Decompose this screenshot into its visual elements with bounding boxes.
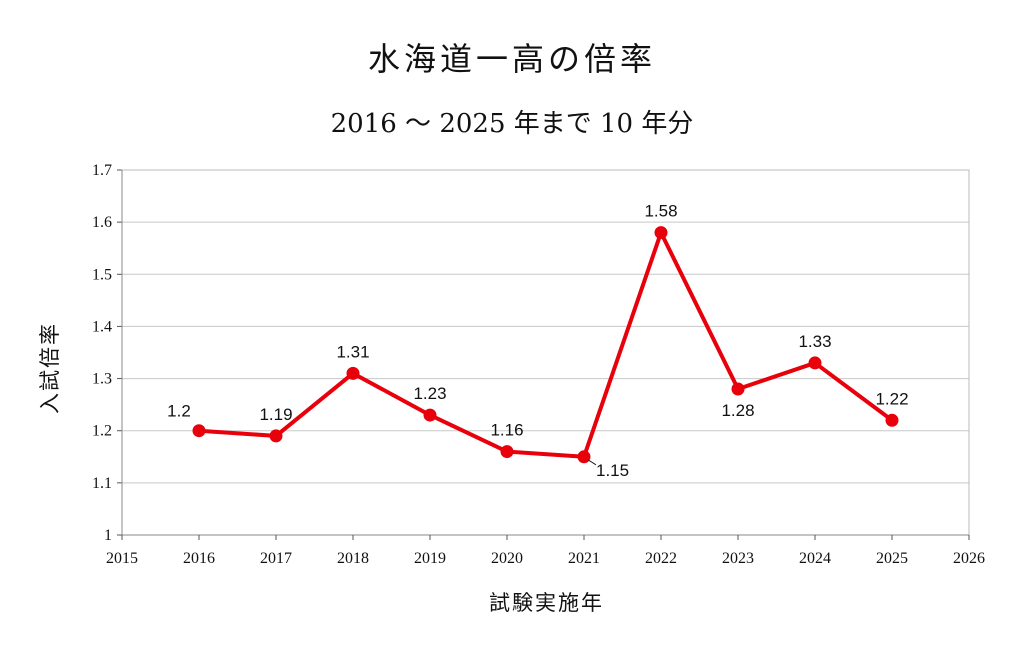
data-label: 1.23 — [413, 384, 446, 403]
data-point — [346, 366, 360, 380]
y-axis-title: 入試倍率 — [38, 322, 62, 414]
x-tick-label: 2018 — [337, 550, 369, 567]
plot-frame — [121, 169, 970, 536]
y-tick-label: 1.3 — [92, 371, 112, 388]
gridlines — [122, 169, 969, 536]
data-labels: 1.2 1.19 1.31 1.23 1.16 1.15 1.58 1.28 1.33 1.22 — [167, 202, 908, 480]
data-point — [808, 356, 822, 370]
x-tick-label: 2019 — [414, 550, 446, 567]
data-label: 1.22 — [875, 389, 908, 408]
axes — [117, 169, 970, 540]
y-tick-label: 1 — [104, 527, 112, 544]
data-point — [654, 226, 668, 240]
y-tick-label: 1.5 — [92, 266, 112, 283]
y-tick-label: 1.2 — [92, 423, 112, 440]
x-tick-label: 2020 — [491, 550, 523, 567]
x-tick-label: 2022 — [645, 550, 677, 567]
data-label: 1.15 — [596, 461, 629, 480]
data-label-leader — [587, 459, 597, 466]
data-label: 1.16 — [490, 421, 523, 440]
y-tick-label: 1.7 — [92, 162, 112, 179]
data-point — [885, 413, 899, 427]
y-tick-label: 1.4 — [92, 318, 112, 335]
data-point — [500, 445, 514, 459]
data-point — [423, 408, 437, 422]
data-label: 1.58 — [644, 202, 677, 221]
data-point — [577, 450, 591, 464]
data-label: 1.2 — [167, 402, 191, 421]
series-line — [197, 230, 894, 459]
tick-labels: 1 1.1 1.2 1.3 1.4 1.5 1.6 1.7 2015 2016 2017 2018 20… — [92, 162, 985, 567]
chart-title: 水海道一高の倍率 — [367, 40, 656, 78]
x-tick-label: 2025 — [876, 550, 908, 567]
x-axis-title: 試験実施年 — [489, 591, 604, 615]
y-tick-label: 1.1 — [92, 475, 112, 492]
x-tick-label: 2021 — [568, 550, 600, 567]
chart-subtitle: 2016 ～ 2025 年まで 10 年分 — [330, 109, 694, 139]
data-label: 1.33 — [798, 332, 831, 351]
x-tick-label: 2015 — [106, 550, 138, 567]
data-label: 1.28 — [721, 401, 754, 420]
data-label: 1.31 — [336, 342, 369, 361]
data-label: 1.19 — [259, 405, 292, 424]
data-point — [192, 424, 206, 438]
x-tick-label: 2016 — [183, 550, 215, 567]
x-tick-label: 2024 — [799, 550, 831, 567]
x-tick-label: 2017 — [260, 550, 292, 567]
x-tick-label: 2026 — [953, 550, 985, 567]
data-series — [192, 226, 899, 464]
y-tick-label: 1.6 — [92, 214, 112, 231]
x-tick-label: 2023 — [722, 550, 754, 567]
data-point — [731, 382, 745, 396]
data-point — [269, 429, 283, 443]
